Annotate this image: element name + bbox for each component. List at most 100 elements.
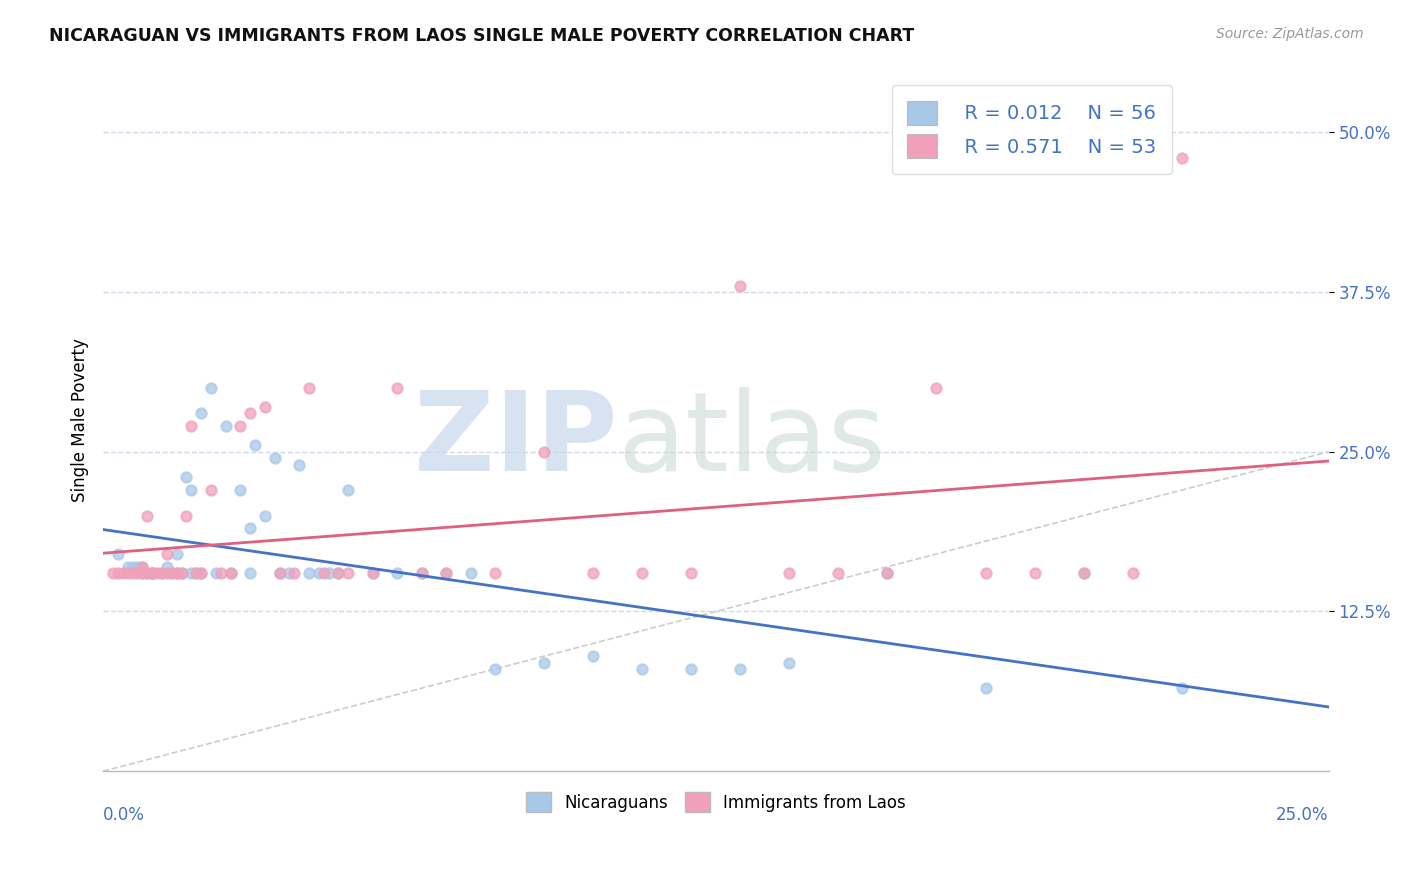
Point [1122,566,1144,581]
Point [411,566,433,581]
Legend: Nicaraguans, Immigrants from Laos: Nicaraguans, Immigrants from Laos [519,785,912,819]
Point [141,566,163,581]
Point [778,566,800,581]
Point [156,559,179,574]
Text: Source: ZipAtlas.com: Source: ZipAtlas.com [1216,27,1364,41]
Point [186,566,208,581]
Point [229,483,252,497]
Point [121,566,143,581]
Point [974,566,997,581]
Point [136,566,159,581]
Point [876,566,898,581]
Point [361,566,384,581]
Point [111,566,134,581]
Point [582,649,605,664]
Point [239,406,262,420]
Point [1170,151,1192,165]
Point [582,566,605,581]
Point [170,566,193,581]
Point [176,470,198,484]
Point [681,566,703,581]
Point [131,559,153,574]
Point [876,566,898,581]
Point [166,566,188,581]
Point [166,566,188,581]
Point [219,566,242,581]
Point [215,419,238,434]
Text: ZIP: ZIP [415,387,617,494]
Point [107,566,129,581]
Point [974,681,997,695]
Point [925,381,948,395]
Text: 0.0%: 0.0% [103,806,145,824]
Point [209,566,232,581]
Point [107,547,129,561]
Point [170,566,193,581]
Point [253,508,276,523]
Point [219,566,242,581]
Point [190,566,212,581]
Text: 25.0%: 25.0% [1277,806,1329,824]
Point [166,547,188,561]
Point [308,566,330,581]
Point [778,656,800,670]
Point [411,566,433,581]
Point [156,547,179,561]
Point [827,566,849,581]
Point [460,566,482,581]
Point [186,566,208,581]
Point [387,566,409,581]
Point [150,566,173,581]
Point [190,406,212,420]
Point [136,566,159,581]
Point [205,566,228,581]
Point [176,508,198,523]
Point [127,566,149,581]
Point [337,483,360,497]
Point [484,566,506,581]
Point [533,444,555,458]
Point [180,483,202,497]
Point [328,566,350,581]
Point [1073,566,1095,581]
Point [146,566,169,581]
Point [730,278,752,293]
Point [288,458,311,472]
Point [200,381,222,395]
Point [127,559,149,574]
Point [243,438,266,452]
Point [318,566,340,581]
Point [278,566,301,581]
Point [141,566,163,581]
Point [200,483,222,497]
Point [533,656,555,670]
Point [361,566,384,581]
Point [136,508,159,523]
Point [160,566,183,581]
Point [730,662,752,676]
Point [160,566,183,581]
Point [434,566,457,581]
Point [150,566,173,581]
Point [180,419,202,434]
Point [229,419,252,434]
Point [131,559,153,574]
Point [117,566,139,581]
Point [239,521,262,535]
Point [631,662,654,676]
Point [298,566,321,581]
Point [1170,681,1192,695]
Point [190,566,212,581]
Point [156,566,179,581]
Point [681,662,703,676]
Text: atlas: atlas [617,387,886,494]
Text: NICARAGUAN VS IMMIGRANTS FROM LAOS SINGLE MALE POVERTY CORRELATION CHART: NICARAGUAN VS IMMIGRANTS FROM LAOS SINGL… [49,27,914,45]
Point [141,566,163,581]
Point [239,566,262,581]
Point [298,381,321,395]
Y-axis label: Single Male Poverty: Single Male Poverty [72,338,89,502]
Point [269,566,291,581]
Point [434,566,457,581]
Point [117,559,139,574]
Point [484,662,506,676]
